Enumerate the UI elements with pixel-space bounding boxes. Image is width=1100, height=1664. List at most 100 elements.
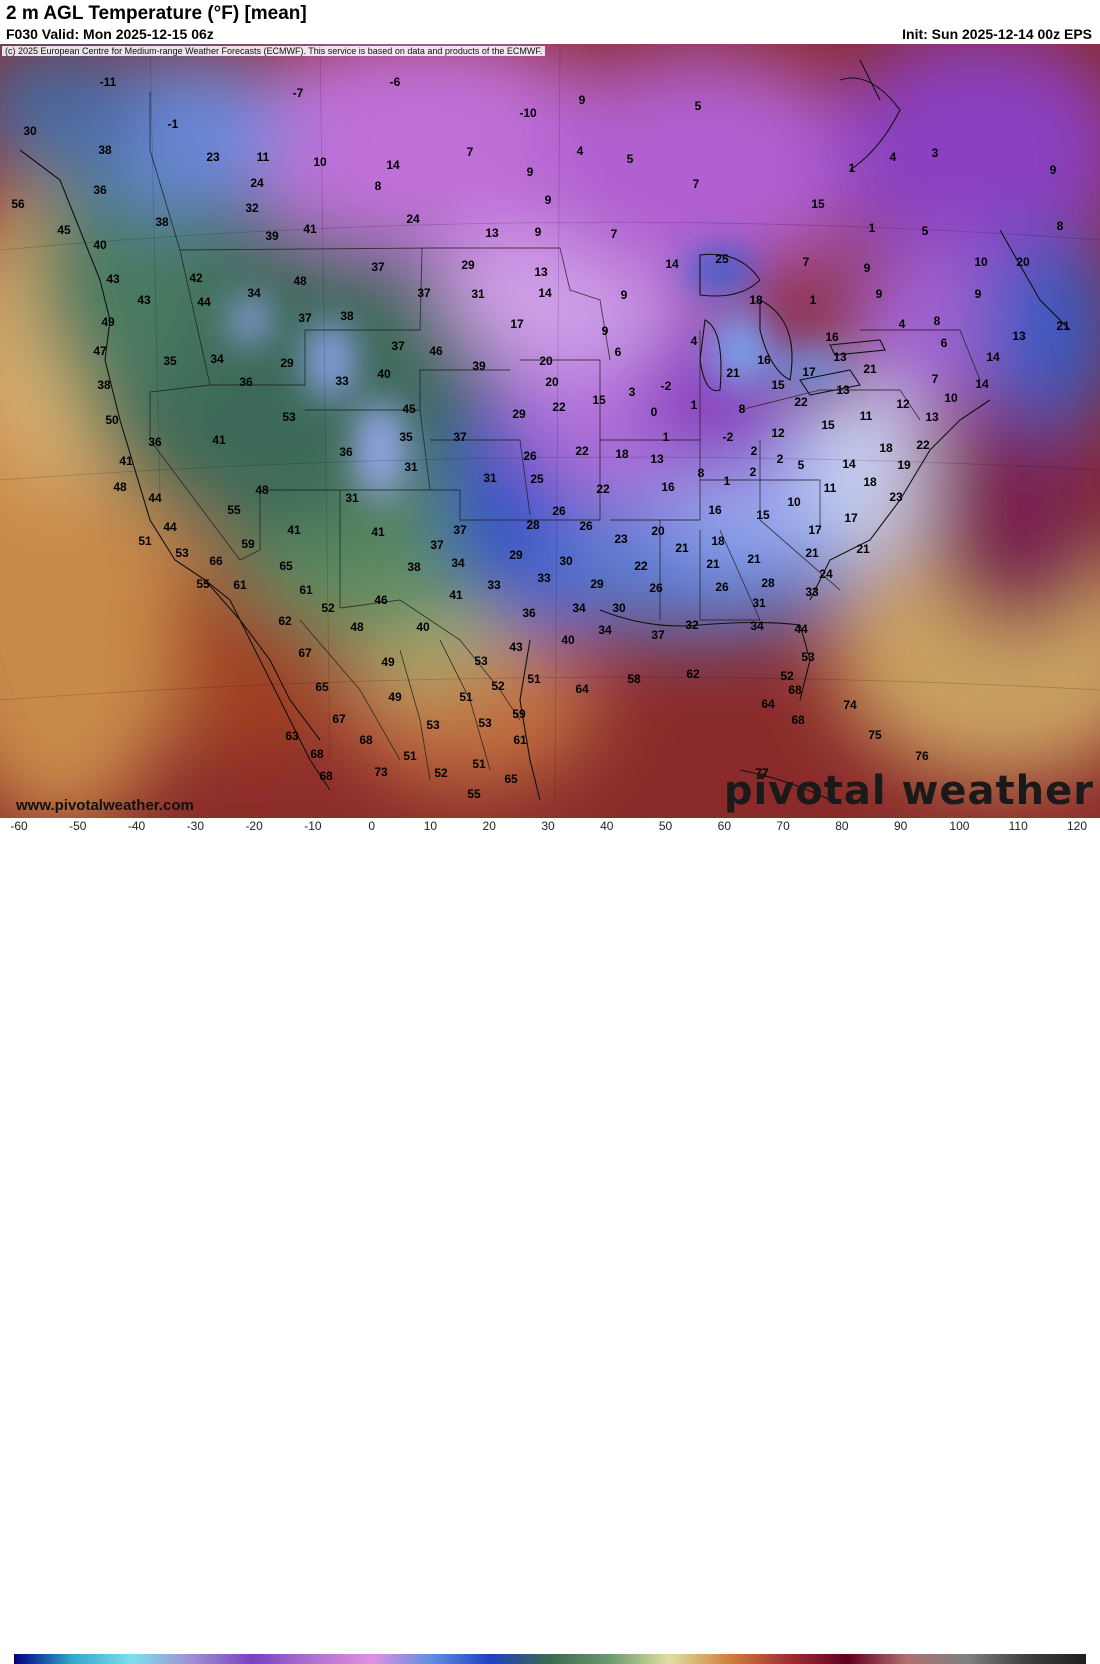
temperature-label: 8	[1057, 219, 1064, 233]
temperature-label: 38	[340, 309, 354, 323]
copyright-notice: (c) 2025 European Centre for Medium-rang…	[2, 46, 546, 56]
temperature-label: 22	[575, 444, 589, 458]
site-url[interactable]: www.pivotalweather.com	[16, 797, 194, 814]
temperature-label: 34	[210, 352, 224, 366]
temperature-label: 53	[175, 546, 189, 560]
temperature-label: 52	[780, 669, 794, 683]
temperature-label: 34	[750, 619, 764, 633]
temperature-label: -6	[390, 75, 401, 89]
temperature-label: 34	[598, 623, 612, 637]
temperature-label: 8	[739, 402, 746, 416]
temperature-label: 14	[665, 257, 679, 271]
colorbar-tick-label: -30	[186, 819, 204, 833]
temperature-label: 68	[359, 733, 373, 747]
temperature-label: 64	[575, 682, 589, 696]
temperature-label: 26	[715, 580, 729, 594]
temperature-label: 18	[879, 441, 893, 455]
colorbar: -60 -50 -40 -30 -20 -10 0 10 20 30 40 50 60 70 80 90 100…	[0, 818, 1100, 1664]
temperature-label: 2	[751, 444, 758, 458]
temperature-label: 9	[1050, 163, 1057, 177]
temperature-label: 24	[250, 176, 264, 190]
temperature-label: 18	[749, 293, 763, 307]
colorbar-tick-label: 80	[835, 819, 849, 833]
temperature-label: 5	[695, 99, 702, 113]
temperature-label: 33	[537, 571, 551, 585]
temperature-label: 1	[724, 474, 731, 488]
temperature-label: 16	[825, 330, 839, 344]
temperature-label: 13	[650, 452, 664, 466]
temperature-label: 28	[761, 576, 775, 590]
temperature-label: 21	[675, 541, 689, 555]
temperature-label: 30	[23, 124, 37, 138]
temperature-label: 38	[155, 215, 169, 229]
temperature-label: 36	[522, 606, 536, 620]
temperature-label: 29	[509, 548, 523, 562]
temperature-label: 6	[941, 336, 948, 350]
temperature-label: 41	[303, 222, 317, 236]
temperature-label: 4	[691, 334, 698, 348]
temperature-label: 21	[726, 366, 740, 380]
temperature-label: 37	[453, 523, 467, 537]
temperature-label: 2	[777, 452, 784, 466]
temperature-label: 21	[805, 546, 819, 560]
temperature-label: 1	[691, 398, 698, 412]
temperature-label: 16	[757, 353, 771, 367]
temperature-label: 59	[512, 707, 526, 721]
temperature-label: 22	[552, 400, 566, 414]
temperature-label: 68	[310, 747, 324, 761]
temperature-label: 21	[863, 362, 877, 376]
temperature-label: 44	[163, 520, 177, 534]
colorbar-tick-label: 10	[423, 819, 438, 833]
brand-logo: pivotal weather	[723, 768, 1094, 814]
colorbar-tick-label: 20	[482, 819, 496, 833]
temperature-label: 51	[459, 690, 473, 704]
temperature-label: 75	[868, 728, 882, 742]
temperature-label: 9	[535, 225, 542, 239]
temperature-label: 30	[559, 554, 573, 568]
temperature-label: 61	[513, 733, 527, 747]
temperature-label: 23	[889, 490, 903, 504]
temperature-label: 1	[849, 161, 856, 175]
temperature-label: 11	[824, 481, 837, 495]
temperature-label: 65	[279, 559, 293, 573]
temperature-label: 40	[93, 238, 107, 252]
temperature-label: 20	[1016, 255, 1030, 269]
temperature-label: 9	[579, 93, 586, 107]
temperature-label: 31	[404, 460, 418, 474]
colorbar-tick-label: 110	[1008, 819, 1028, 833]
temperature-label: 29	[461, 258, 475, 272]
temperature-label: 20	[651, 524, 665, 538]
temperature-label: -2	[661, 379, 672, 393]
temperature-label: 37	[430, 538, 444, 552]
temperature-label: 53	[801, 650, 815, 664]
temperature-label: 52	[321, 601, 335, 615]
temperature-label: 53	[478, 716, 492, 730]
colorbar-tick-label: 50	[658, 819, 673, 833]
temperature-label: 8	[698, 466, 705, 480]
temperature-label: 16	[708, 503, 722, 517]
temperature-label: 29	[280, 356, 294, 370]
colorbar-tick-label: 40	[600, 819, 614, 833]
temperature-label: 24	[819, 567, 833, 581]
temperature-label: 65	[504, 772, 518, 786]
temperature-label: 39	[472, 359, 486, 373]
temperature-label: 36	[239, 375, 253, 389]
temperature-label: 9	[975, 287, 982, 301]
temperature-label: 40	[377, 367, 391, 381]
temperature-label: 39	[265, 229, 279, 243]
temperature-label: 15	[771, 378, 785, 392]
temperature-label: 4	[899, 317, 906, 331]
temperature-label: 53	[282, 410, 296, 424]
temperature-label: 1	[663, 430, 670, 444]
temperature-label: 53	[474, 654, 488, 668]
temperature-label: 3	[629, 385, 636, 399]
temperature-label: 58	[627, 672, 641, 686]
temperature-label: 40	[561, 633, 575, 647]
temperature-label: 4	[890, 150, 897, 164]
colorbar-tick-label: -20	[245, 819, 263, 833]
temperature-label: -7	[293, 86, 304, 100]
temperature-label: 37	[417, 286, 431, 300]
temperature-label: 21	[747, 552, 761, 566]
temperature-map[interactable]: -11 -6 -7 9 -10 5 30 -1 38 23 11 10 14 7 4 5 4 3 9 36 24 8 9 7 1…	[0, 44, 1100, 819]
